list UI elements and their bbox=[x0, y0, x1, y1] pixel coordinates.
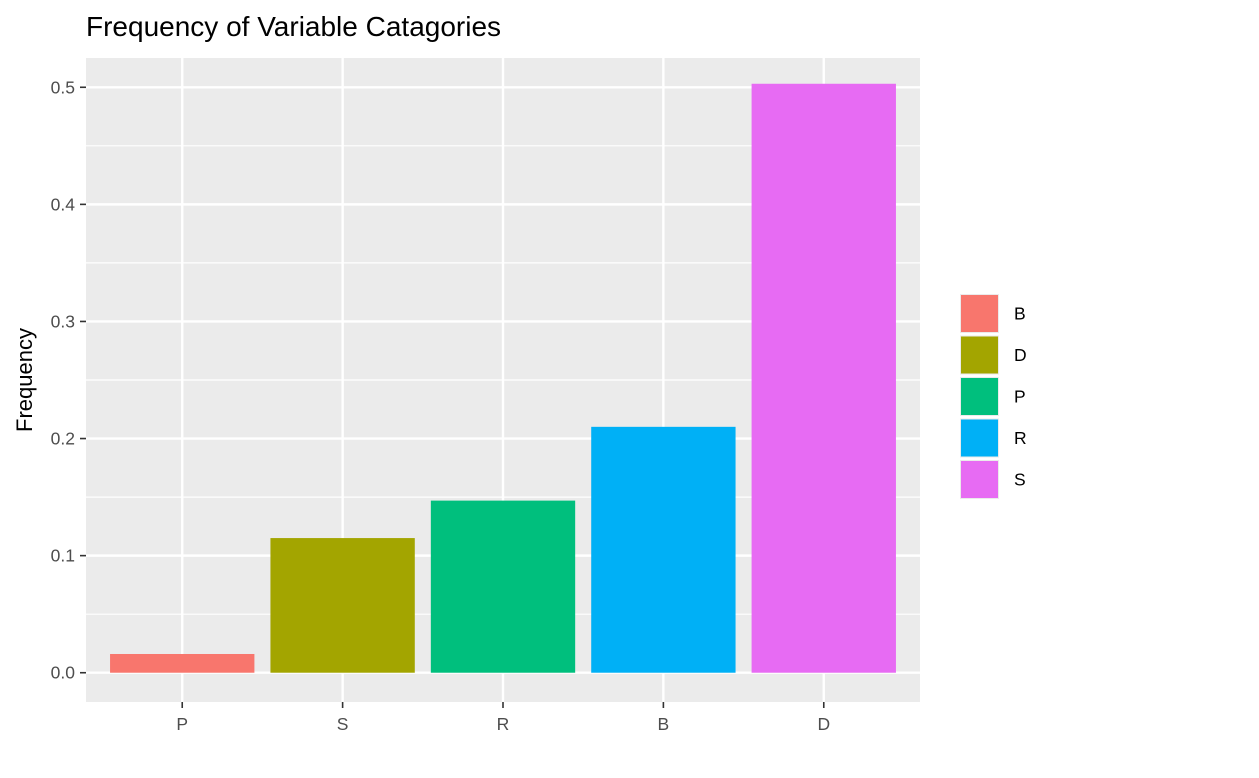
bar-r bbox=[430, 500, 576, 673]
legend-key-swatch bbox=[961, 419, 998, 457]
y-tick-label: 0.2 bbox=[51, 429, 75, 449]
x-tick-label: B bbox=[658, 714, 670, 734]
legend-label: D bbox=[1014, 345, 1027, 365]
x-tick-label: R bbox=[497, 714, 510, 734]
legend-label: R bbox=[1014, 428, 1027, 448]
y-axis: 0.0 0.1 0.2 0.3 0.4 0.5 bbox=[51, 77, 86, 683]
bars bbox=[110, 83, 896, 673]
y-tick-label: 0.1 bbox=[51, 546, 75, 566]
legend-label: B bbox=[1014, 304, 1026, 324]
x-tick-label: D bbox=[817, 714, 830, 734]
y-tick-label: 0.4 bbox=[51, 194, 76, 214]
legend-label: S bbox=[1014, 470, 1026, 490]
x-tick-label: P bbox=[176, 714, 188, 734]
x-tick-label: S bbox=[337, 714, 349, 734]
bar-p bbox=[110, 653, 255, 673]
bar-s bbox=[270, 538, 415, 673]
bar-b bbox=[591, 426, 736, 673]
legend-key-swatch bbox=[961, 336, 998, 374]
y-tick-label: 0.5 bbox=[51, 77, 75, 97]
chart-title: Frequency of Variable Catagories bbox=[86, 11, 501, 42]
legend-key-swatch bbox=[961, 461, 998, 498]
y-tick-label: 0.0 bbox=[51, 663, 76, 683]
bar-d bbox=[751, 83, 896, 673]
y-tick-label: 0.3 bbox=[51, 311, 75, 331]
legend: B D P R S bbox=[960, 294, 1027, 499]
legend-key-swatch bbox=[961, 378, 998, 415]
legend-label: P bbox=[1014, 387, 1026, 407]
y-axis-title: Frequency bbox=[12, 328, 37, 432]
legend-key-swatch bbox=[961, 295, 998, 332]
